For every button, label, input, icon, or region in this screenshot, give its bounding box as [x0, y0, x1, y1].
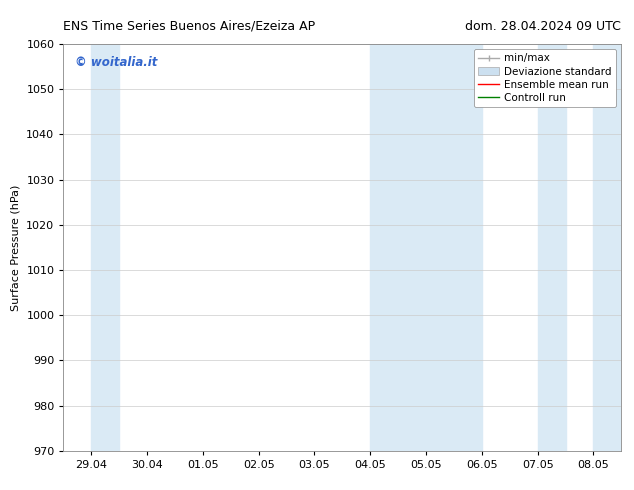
Text: dom. 28.04.2024 09 UTC: dom. 28.04.2024 09 UTC	[465, 20, 621, 33]
Bar	[91, 44, 119, 451]
Bar	[593, 44, 621, 451]
Bar	[538, 44, 566, 451]
Y-axis label: Surface Pressure (hPa): Surface Pressure (hPa)	[11, 184, 21, 311]
Text: ENS Time Series Buenos Aires/Ezeiza AP: ENS Time Series Buenos Aires/Ezeiza AP	[63, 20, 316, 33]
Legend: min/max, Deviazione standard, Ensemble mean run, Controll run: min/max, Deviazione standard, Ensemble m…	[474, 49, 616, 107]
Text: © woitalia.it: © woitalia.it	[75, 56, 157, 69]
Bar	[370, 44, 482, 451]
